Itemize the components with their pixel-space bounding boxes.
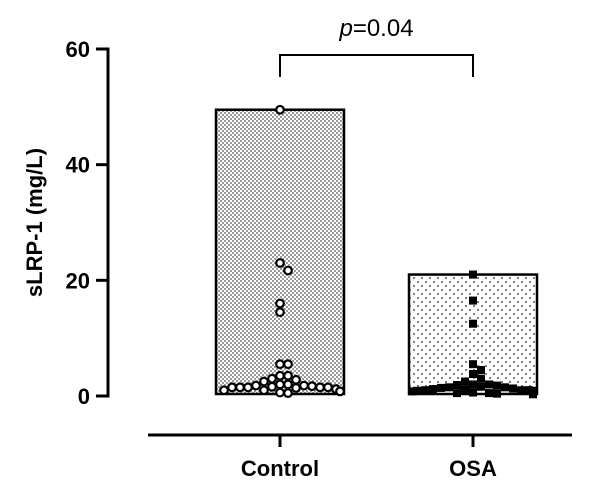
data-point-control <box>291 383 301 393</box>
data-point-osa <box>493 381 501 390</box>
y-axis-title: sLRP-1 (mg/L) <box>22 148 47 297</box>
y-tick-label: 20 <box>66 268 90 293</box>
data-point-control <box>267 381 277 392</box>
data-point-osa <box>445 383 453 392</box>
data-point-control <box>275 307 285 318</box>
p-symbol: p <box>338 15 352 42</box>
data-point-control <box>275 379 285 390</box>
data-point-osa <box>453 389 461 398</box>
data-point-osa <box>485 389 493 398</box>
data-point-control <box>275 387 285 398</box>
data-point-osa <box>409 387 417 396</box>
data-point-control <box>307 381 317 392</box>
data-point-osa <box>453 381 461 390</box>
points-layer <box>219 104 537 399</box>
data-point-osa <box>469 370 477 379</box>
x-category-label: OSA <box>449 456 497 481</box>
data-point-osa <box>477 365 485 374</box>
data-point-control <box>283 359 293 370</box>
data-point-control <box>335 386 345 397</box>
data-point-osa <box>421 386 429 395</box>
data-point-control <box>315 382 325 393</box>
data-point-control <box>283 388 293 399</box>
data-point-osa <box>461 385 469 394</box>
data-point-osa <box>477 382 485 391</box>
data-point-control <box>259 385 269 396</box>
data-point-control <box>275 258 285 268</box>
data-point-osa <box>501 383 509 392</box>
data-point-control <box>259 376 269 387</box>
data-point-control <box>283 265 293 276</box>
data-point-control <box>235 382 245 393</box>
data-point-osa <box>469 388 477 397</box>
data-point-control <box>275 359 285 370</box>
data-point-osa <box>437 383 445 392</box>
x-ticks: Control OSA <box>241 435 497 481</box>
significance-bracket <box>279 54 474 77</box>
data-point-osa <box>469 360 477 369</box>
data-point-control <box>275 104 285 115</box>
data-point-control <box>291 374 301 385</box>
data-point-osa <box>469 296 477 305</box>
data-point-osa <box>461 377 469 386</box>
data-point-control <box>283 370 293 381</box>
y-ticks: 0 20 40 60 <box>66 37 108 409</box>
bars-layer <box>214 108 539 396</box>
data-point-osa <box>529 390 537 399</box>
data-point-control <box>275 370 285 381</box>
p-value: =0.04 <box>353 15 414 42</box>
data-point-control <box>275 298 285 309</box>
p-value-label: p=0.04 <box>338 15 413 42</box>
axes: 0 20 40 60 Control OSA <box>66 37 572 481</box>
y-tick-label: 0 <box>78 384 90 409</box>
data-point-osa <box>517 386 525 395</box>
data-point-control <box>251 380 261 391</box>
data-point-osa <box>469 380 477 389</box>
x-category-label: Control <box>241 456 319 481</box>
y-tick-label: 60 <box>66 37 90 62</box>
data-point-osa <box>509 384 517 393</box>
data-point-osa <box>477 374 485 383</box>
bar-control <box>214 108 346 396</box>
significance-annotation: p=0.04 <box>279 15 474 77</box>
data-point-osa <box>429 385 437 394</box>
data-point-control <box>283 379 293 390</box>
data-point-osa <box>485 380 493 389</box>
y-tick-label: 40 <box>66 153 90 178</box>
data-point-osa <box>469 270 477 279</box>
data-point-control <box>219 385 229 396</box>
data-point-control <box>227 382 237 393</box>
data-point-control <box>323 382 333 393</box>
data-point-control <box>243 382 253 393</box>
data-point-osa <box>493 389 501 398</box>
data-point-control <box>267 373 277 384</box>
data-point-osa <box>469 319 477 328</box>
data-point-control <box>299 380 309 391</box>
